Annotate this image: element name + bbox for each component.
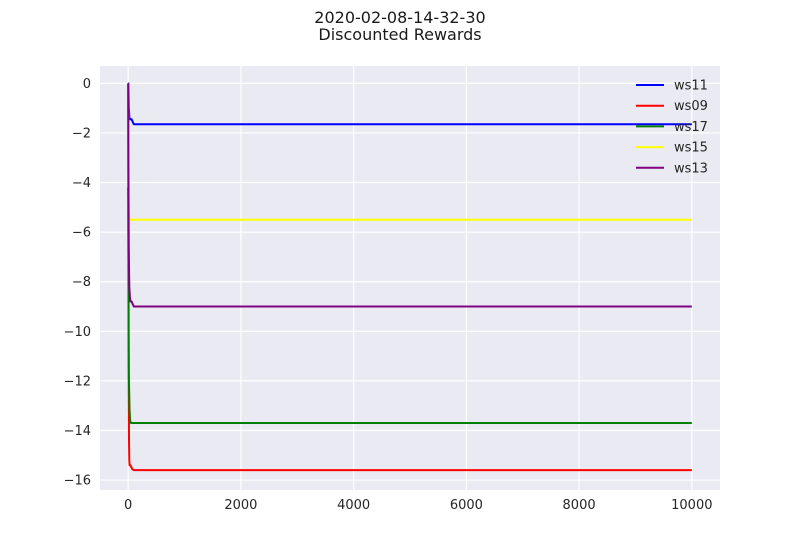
y-tick-label: −14 [64,424,91,439]
tick-labels: 0 2000 4000 6000 8000 10000 0 −2 −4 −6 −8 −10 −12 −14… [64,77,713,513]
legend: ws11 ws09 ws17 ws15 ws13 [636,79,708,176]
x-tick-label: 6000 [450,498,483,513]
y-tick-label: −8 [72,275,91,290]
y-tick-label: −4 [72,176,91,191]
legend-label-ws11: ws11 [674,79,708,94]
y-tick-label: 0 [83,77,91,92]
x-tick-label: 0 [124,498,132,513]
x-tick-label: 8000 [563,498,596,513]
series-line-ws13 [127,83,692,308]
chart-title-line-2: Discounted Rewards [318,25,481,44]
y-tick-label: −10 [64,325,91,340]
y-tick-label: −12 [64,374,91,389]
y-tick-label: −2 [72,126,91,141]
plot-area [100,66,720,490]
x-tick-label: 4000 [337,498,370,513]
legend-label-ws15: ws15 [674,141,708,156]
chart-title-line-1: 2020-02-08-14-32-30 [314,8,485,27]
y-tick-label: −6 [72,226,91,241]
legend-label-ws09: ws09 [674,99,708,114]
x-tick-label: 2000 [224,498,257,513]
legend-label-ws13: ws13 [674,161,708,176]
legend-label-ws17: ws17 [674,120,708,135]
y-tick-label: −16 [64,474,91,489]
x-tick-label: 10000 [671,498,712,513]
series-lines [127,82,692,472]
